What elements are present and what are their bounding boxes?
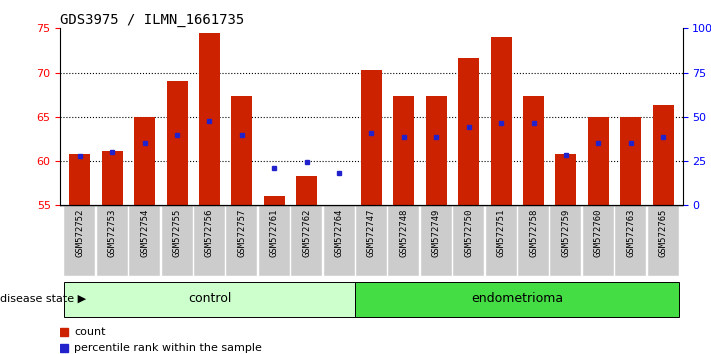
Bar — [523, 96, 544, 205]
Text: GSM572761: GSM572761 — [269, 209, 279, 257]
Text: GSM572750: GSM572750 — [464, 209, 474, 257]
Text: percentile rank within the sample: percentile rank within the sample — [74, 343, 262, 353]
Bar — [393, 96, 415, 205]
Text: disease state ▶: disease state ▶ — [0, 293, 86, 303]
FancyBboxPatch shape — [324, 205, 355, 276]
Bar — [555, 154, 577, 205]
Bar — [458, 58, 479, 205]
Text: GSM572747: GSM572747 — [367, 209, 376, 257]
Bar — [231, 96, 252, 205]
FancyBboxPatch shape — [291, 205, 322, 276]
Bar — [491, 37, 512, 205]
Text: count: count — [74, 327, 106, 337]
FancyBboxPatch shape — [453, 205, 484, 276]
FancyBboxPatch shape — [518, 205, 549, 276]
Text: GDS3975 / ILMN_1661735: GDS3975 / ILMN_1661735 — [60, 13, 245, 27]
Text: GSM572752: GSM572752 — [75, 209, 85, 257]
FancyBboxPatch shape — [583, 205, 614, 276]
Bar — [588, 117, 609, 205]
Bar — [653, 105, 673, 205]
Text: GSM572756: GSM572756 — [205, 209, 214, 257]
FancyBboxPatch shape — [615, 205, 646, 276]
Text: GSM572749: GSM572749 — [432, 209, 441, 257]
Text: GSM572763: GSM572763 — [626, 209, 635, 257]
Text: endometrioma: endometrioma — [471, 292, 563, 305]
Bar — [166, 81, 188, 205]
FancyBboxPatch shape — [648, 205, 679, 276]
Bar — [620, 117, 641, 205]
Text: GSM572760: GSM572760 — [594, 209, 603, 257]
Bar — [426, 96, 447, 205]
FancyBboxPatch shape — [550, 205, 582, 276]
FancyBboxPatch shape — [97, 205, 128, 276]
FancyBboxPatch shape — [388, 205, 419, 276]
FancyBboxPatch shape — [259, 205, 290, 276]
Bar — [264, 195, 285, 205]
Text: control: control — [188, 292, 231, 305]
Text: GSM572755: GSM572755 — [173, 209, 181, 257]
Text: GSM572765: GSM572765 — [658, 209, 668, 257]
FancyBboxPatch shape — [64, 205, 95, 276]
Bar — [361, 70, 382, 205]
Text: GSM572748: GSM572748 — [400, 209, 408, 257]
FancyBboxPatch shape — [64, 282, 356, 316]
Bar — [296, 176, 317, 205]
Bar — [199, 33, 220, 205]
Bar — [134, 117, 155, 205]
Text: GSM572762: GSM572762 — [302, 209, 311, 257]
Text: GSM572758: GSM572758 — [529, 209, 538, 257]
FancyBboxPatch shape — [486, 205, 517, 276]
FancyBboxPatch shape — [421, 205, 452, 276]
FancyBboxPatch shape — [129, 205, 160, 276]
Bar — [102, 151, 123, 205]
Text: GSM572764: GSM572764 — [335, 209, 343, 257]
Text: GSM572757: GSM572757 — [237, 209, 247, 257]
FancyBboxPatch shape — [194, 205, 225, 276]
FancyBboxPatch shape — [161, 205, 193, 276]
Text: GSM572759: GSM572759 — [562, 209, 570, 257]
Bar — [70, 154, 90, 205]
FancyBboxPatch shape — [356, 205, 387, 276]
FancyBboxPatch shape — [226, 205, 257, 276]
FancyBboxPatch shape — [356, 282, 679, 316]
Text: GSM572753: GSM572753 — [108, 209, 117, 257]
Text: GSM572751: GSM572751 — [496, 209, 506, 257]
Text: GSM572754: GSM572754 — [140, 209, 149, 257]
